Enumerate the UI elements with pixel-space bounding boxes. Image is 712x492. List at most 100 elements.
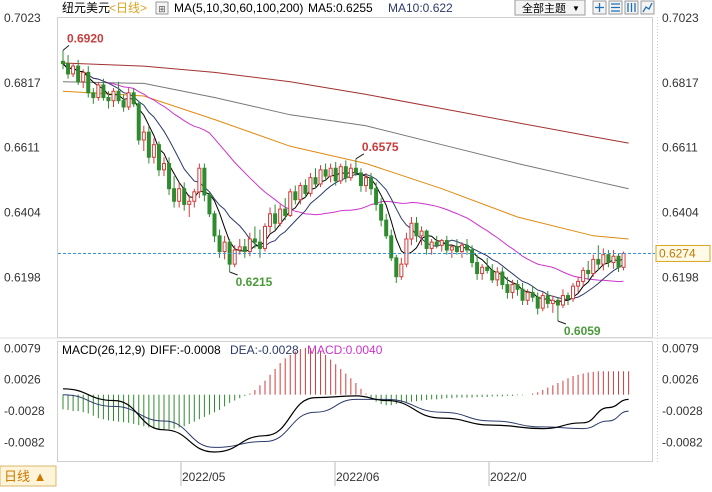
candle (61, 50, 65, 70)
candle (454, 238, 459, 255)
candle-body-down (454, 246, 459, 253)
candle-body-down (313, 177, 318, 185)
candle (192, 188, 197, 208)
candle-body-up (111, 90, 116, 102)
date-label: 2022/06 (336, 470, 380, 484)
candle (187, 194, 192, 217)
ma100-line (62, 81, 629, 190)
theme-button[interactable] (514, 0, 586, 16)
candle-body-up (197, 167, 202, 193)
macd-tick-label: -0.0028 (4, 404, 45, 418)
price-tick-label: 0.6198 (662, 270, 699, 284)
candle (358, 168, 363, 192)
price-axis-right: 0.7023 0.6817 0.6611 0.6404 0.6198 (662, 11, 699, 284)
price-axis-left: 0.7023 0.6817 0.6611 0.6404 0.6198 (4, 11, 41, 284)
candle-body-up (308, 177, 313, 194)
candle-body-down (212, 213, 217, 237)
candle-body-down (61, 60, 65, 65)
candle (202, 163, 207, 202)
candle (500, 267, 505, 290)
candle-body-down (515, 284, 520, 290)
candle (550, 295, 555, 313)
candle (480, 264, 485, 280)
candle (252, 226, 257, 249)
chevron-down-icon: ▼ (572, 4, 580, 13)
candle (424, 229, 429, 255)
candle (404, 232, 409, 268)
candle (303, 179, 308, 199)
candle (222, 235, 227, 260)
candle-body-down (389, 235, 394, 259)
candle (156, 141, 161, 177)
candle (505, 276, 510, 299)
candle (323, 163, 328, 181)
candle (106, 91, 111, 109)
candle (495, 267, 500, 287)
annotation-pointer (62, 44, 70, 51)
period-tag[interactable]: <日线> (109, 1, 147, 15)
macd-tick-label: -0.0082 (4, 436, 45, 450)
macd-tick-label: 0.0026 (662, 372, 699, 386)
annotation-pointer (557, 320, 567, 325)
candle-body-down (257, 241, 262, 249)
candle (470, 245, 475, 268)
candle-body-down (424, 230, 429, 249)
candle-body-up (96, 84, 101, 99)
annotation-label: 0.6920 (67, 31, 104, 45)
candle (91, 88, 96, 104)
candle (439, 238, 444, 252)
candle (177, 182, 182, 208)
macd-tick-label: 0.0026 (4, 372, 41, 386)
candle (121, 94, 126, 112)
candle (510, 279, 515, 299)
current-price-marker: 0.6274 (58, 244, 711, 262)
candle (465, 238, 469, 255)
candle (566, 292, 570, 305)
candle-body-down (116, 90, 121, 102)
candle-body-down (384, 219, 389, 237)
legend-toggle-glyph: ⊞ (158, 4, 166, 14)
candle (596, 245, 601, 271)
candle (318, 165, 323, 188)
legend-toggle-icon[interactable] (155, 1, 169, 15)
candle-body-up (459, 244, 464, 253)
candle (530, 286, 535, 302)
macd-dea-line (62, 394, 629, 448)
macd-panel-frame (57, 341, 653, 462)
candle-body-down (535, 296, 540, 309)
candle (172, 176, 177, 208)
candle (394, 254, 399, 283)
annotation-label: 0.6059 (564, 324, 601, 338)
candle-body-up (328, 167, 333, 177)
candle-body-up (409, 222, 414, 240)
price-tick-label: 0.7023 (4, 11, 41, 25)
macd-dea-value: DEA:-0.0028 (230, 343, 299, 357)
candle-body-down (242, 246, 247, 253)
current-price-label: 0.6274 (659, 246, 696, 260)
candle (449, 245, 454, 258)
candle-body-up (560, 295, 565, 306)
candle (328, 163, 333, 183)
candle (146, 125, 151, 164)
candle-body-up (611, 255, 616, 264)
candle-body-down (500, 271, 505, 286)
candle (434, 235, 439, 249)
candle (353, 158, 358, 177)
candle-body-down (167, 163, 172, 190)
candle (586, 260, 591, 280)
annotation-label: 0.6215 (236, 275, 273, 289)
candle (571, 282, 576, 302)
period-button[interactable] (0, 465, 57, 487)
candle (545, 290, 550, 309)
candle-body-down (202, 167, 207, 196)
price-tick-label: 0.6817 (4, 76, 41, 90)
candle-body-down (505, 284, 510, 293)
ma200-line (62, 62, 629, 144)
candle-body-up (495, 271, 500, 281)
macd-tick-label: 0.0079 (4, 341, 41, 355)
candle-body-down (101, 84, 106, 99)
macd-title: MACD(26,12,9) (62, 343, 145, 357)
candle-body-down (91, 92, 96, 99)
candle (374, 182, 379, 211)
